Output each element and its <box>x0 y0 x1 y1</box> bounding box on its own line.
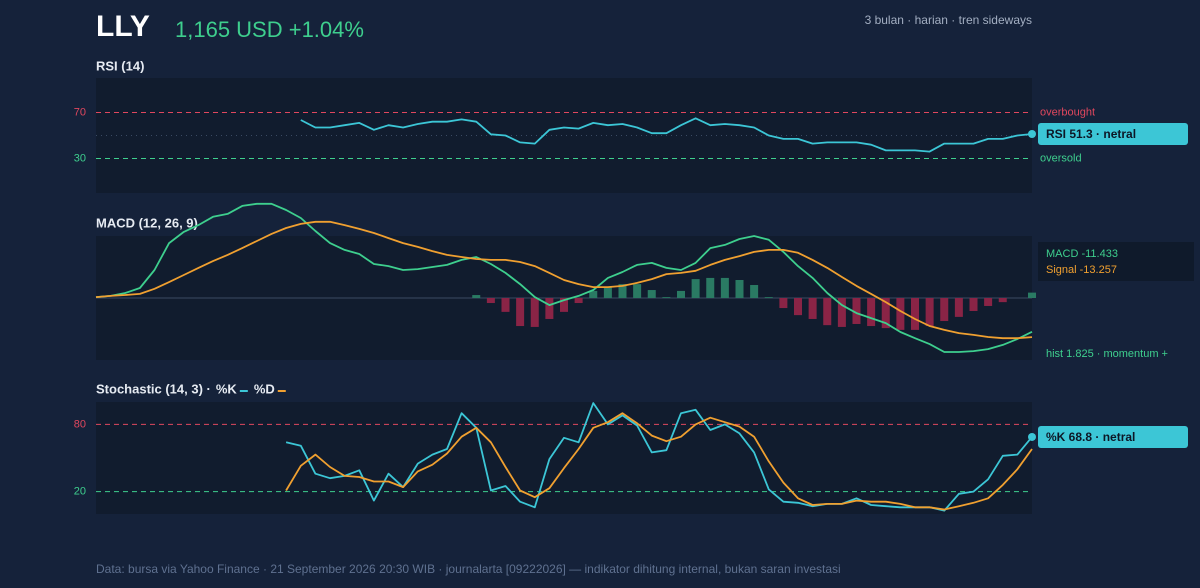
histogram-bar <box>867 298 876 327</box>
legend-entry: MACD -11.433 <box>1046 248 1118 260</box>
histogram-bar <box>706 277 715 298</box>
panel-title: MACD (12, 26, 9) <box>96 215 198 230</box>
context: 3 bulan · harian · tren sideways <box>865 13 1032 27</box>
histogram-bar <box>837 298 846 327</box>
series-line <box>285 412 1033 511</box>
histogram-bar <box>516 298 525 327</box>
histogram-bar <box>560 298 568 312</box>
histogram-bar <box>911 298 919 330</box>
histogram-bar <box>662 297 671 298</box>
y-tick-label: 80 <box>74 418 86 430</box>
histogram-bar <box>925 298 934 327</box>
histogram-bar <box>647 290 656 298</box>
histogram-note: hist 1.825 · momentum + <box>1046 348 1168 360</box>
histogram-bar <box>779 298 788 309</box>
histogram-bar <box>794 298 802 316</box>
legend-box <box>1038 242 1194 281</box>
histogram-bar <box>472 295 481 298</box>
histogram-bar <box>954 298 963 317</box>
last-point <box>1028 130 1036 139</box>
histogram-bar <box>574 298 583 304</box>
histogram-bar <box>984 298 993 306</box>
histogram-bar <box>677 290 685 298</box>
histogram-bar <box>823 298 832 326</box>
panel-title: RSI (14) <box>96 58 144 73</box>
series-line <box>285 402 1033 512</box>
price: 1,165 USD +1.04% <box>175 17 364 42</box>
legend-name: %D <box>254 381 275 396</box>
histogram-bar <box>808 298 817 319</box>
histogram-bar <box>720 277 729 298</box>
histogram-bar <box>545 298 554 319</box>
histogram-bar <box>589 290 598 298</box>
histogram-bar <box>764 297 773 298</box>
histogram-bar <box>691 279 700 298</box>
y-tick-label: 30 <box>74 152 86 164</box>
series-line <box>300 117 1033 153</box>
histogram-bar <box>603 287 612 298</box>
histogram-bar <box>750 285 759 298</box>
legend-name: %K <box>216 381 238 396</box>
histogram-bar <box>896 298 905 330</box>
y-tick-label: 20 <box>74 486 86 498</box>
histogram-bar <box>530 298 539 327</box>
legend-entry: Signal -13.257 <box>1046 264 1117 276</box>
histogram-bar <box>618 284 627 298</box>
panel-title: Stochastic (14, 3) · <box>96 381 211 396</box>
value-badge-text: %K 68.8 · netral <box>1046 430 1135 444</box>
reference-label: oversold <box>1040 152 1082 164</box>
footer: Data: bursa via Yahoo Finance · 21 Septe… <box>96 562 841 576</box>
series-line <box>95 202 1033 353</box>
histogram-bar <box>486 298 495 304</box>
last-point <box>1028 432 1036 441</box>
histogram-bar <box>969 298 978 311</box>
histogram-bar <box>881 298 890 329</box>
value-badge <box>1038 123 1188 146</box>
histogram-bar <box>852 298 861 324</box>
ticker: LLY <box>96 10 150 43</box>
histogram-bar <box>940 298 949 322</box>
panel <box>96 402 1032 514</box>
reference-label: overbought <box>1040 106 1095 118</box>
histogram-bar <box>633 284 642 298</box>
y-tick-label: 70 <box>74 106 86 118</box>
value-badge <box>1038 425 1188 448</box>
series-line <box>95 220 1033 340</box>
histogram-bar <box>998 298 1007 303</box>
value-badge-text: RSI 51.3 · netral <box>1046 127 1136 141</box>
histogram-bar <box>735 279 744 298</box>
histogram-bar <box>501 298 510 312</box>
histogram-bar <box>1028 292 1036 298</box>
